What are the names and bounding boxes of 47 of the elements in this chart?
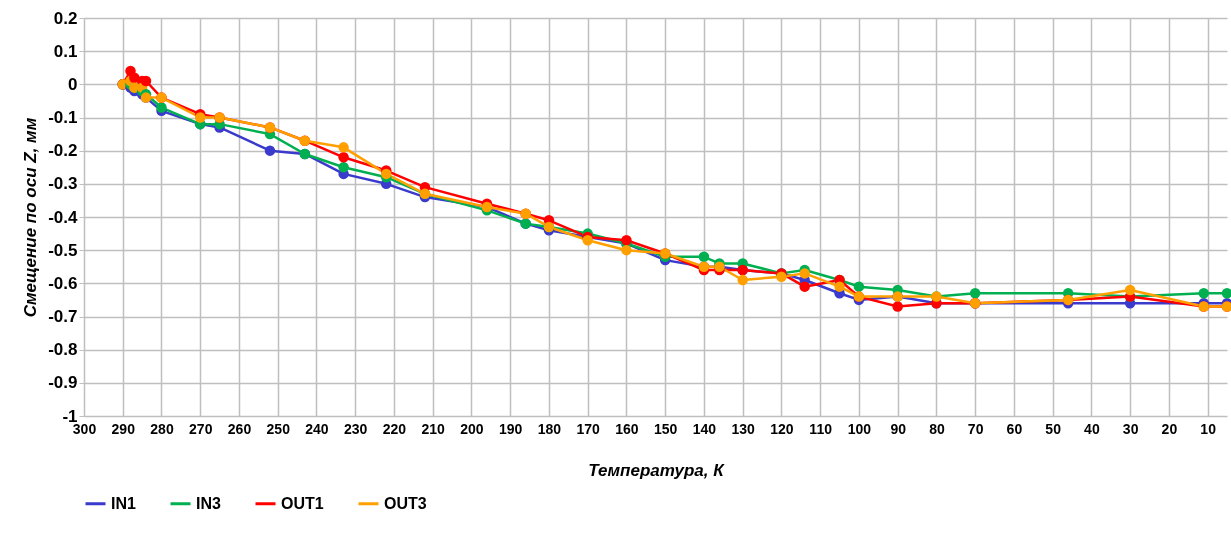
x-tick-label: 180 [537, 420, 562, 437]
x-tick-label: 100 [847, 420, 872, 437]
y-tick-label: 0.1 [53, 41, 78, 61]
x-tick-label: 290 [111, 420, 136, 437]
x-tick-label: 90 [890, 420, 907, 437]
x-tick-label: 240 [305, 420, 329, 437]
y-tick-label: -0.7 [48, 307, 78, 326]
x-tick-label: 80 [929, 420, 945, 437]
y-tick-label: -0.6 [48, 273, 78, 293]
legend-label: OUT1 [281, 494, 324, 512]
x-tick-label: 30 [1122, 420, 1139, 437]
y-tick-label: -0.1 [48, 108, 78, 127]
x-tick-label: 70 [967, 420, 984, 437]
x-tick-label: 150 [654, 420, 678, 437]
y-tick-label: -0.5 [48, 240, 78, 260]
x-tick-label: 270 [189, 420, 213, 437]
x-tick-label: 160 [615, 420, 639, 437]
x-tick-label: 120 [770, 420, 794, 437]
x-tick-label: 170 [576, 420, 601, 437]
y-tick-label: 0 [68, 74, 78, 94]
y-tick-label: -0.3 [48, 174, 78, 194]
x-tick-label: 110 [809, 420, 833, 437]
x-tick-label: 50 [1045, 420, 1062, 437]
y-tick-label: -0.4 [48, 207, 79, 227]
y-tick-label: 0.2 [53, 8, 78, 28]
x-tick-label: 20 [1161, 420, 1178, 437]
legend-label: IN3 [196, 494, 221, 512]
legend-label: OUT3 [384, 494, 427, 512]
legend-label: IN1 [111, 494, 136, 512]
y-tick-label: -0.9 [48, 373, 78, 393]
x-axis-title: Температура, К [588, 460, 726, 480]
x-tick-label: 200 [460, 420, 484, 437]
x-tick-label: 210 [421, 420, 446, 437]
x-tick-label: 230 [344, 420, 368, 437]
x-tick-label: 280 [150, 420, 174, 437]
x-tick-label: 260 [227, 420, 252, 437]
x-tick-label: 40 [1084, 420, 1100, 437]
x-tick-label: 130 [731, 420, 756, 437]
x-tick-label: 250 [266, 420, 291, 437]
x-tick-label: 190 [499, 420, 523, 437]
y-tick-label: -0.2 [48, 141, 78, 161]
y-axis-title: Смещение по оси Z, мм [21, 117, 41, 318]
x-tick-label: 10 [1200, 420, 1217, 437]
x-tick-label: 220 [382, 420, 407, 437]
x-tick-label: 60 [1006, 420, 1023, 437]
y-tick-label: -0.8 [48, 340, 78, 360]
x-tick-label: 140 [692, 420, 717, 437]
